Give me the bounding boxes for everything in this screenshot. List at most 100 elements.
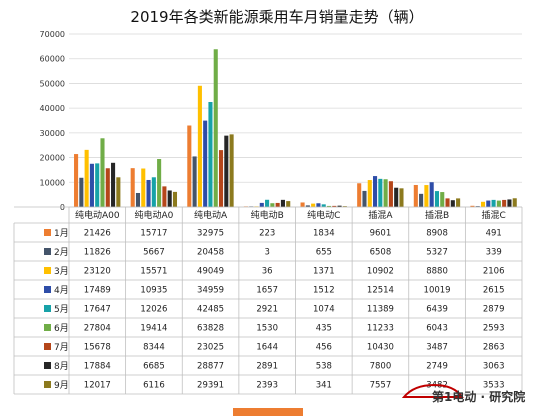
data-label: 341 [316,381,332,391]
data-label: 3063 [483,362,505,372]
data-label: 1530 [256,324,278,334]
legend-swatch [44,381,51,388]
x-tick-label: 纯电动A00 [75,209,120,221]
data-label: 10019 [424,286,451,296]
y-tick-label: 40000 [40,104,65,113]
bar [79,177,84,207]
data-label: 3 [264,248,269,258]
bar [445,198,450,207]
data-label: 12514 [367,286,394,296]
data-label: 17489 [84,286,111,296]
x-tick-label: 插混C [482,209,506,221]
bar [265,199,270,207]
data-label: 2921 [256,305,278,315]
data-label: 223 [259,229,275,239]
data-label: 1371 [313,267,335,277]
data-label: 1644 [256,343,278,353]
bar [100,138,105,207]
bar [162,186,167,207]
legend-swatch [44,229,51,236]
bar [192,156,197,207]
bar [357,183,362,207]
bar [280,199,285,207]
data-label: 7557 [370,381,392,391]
footer: 第1电动 · 研究院 [233,383,525,416]
chart-title: 2019年各类新能源乘用车月销量走势（辆） [130,8,423,26]
bar [388,181,393,207]
y-tick-label: 30000 [40,129,65,138]
data-label: 23025 [197,343,224,353]
bar [146,179,151,207]
bar [383,179,388,207]
data-label: 21426 [84,229,111,239]
bar [316,203,321,207]
bar [286,201,291,207]
bar [475,206,480,207]
bar [229,134,234,207]
data-label: 1834 [313,229,335,239]
bar [332,205,337,207]
bar [213,49,218,207]
data-label: 63828 [197,324,224,334]
legend-swatch [44,343,51,350]
data-label: 28877 [197,362,224,372]
bar [440,192,445,207]
data-label: 2863 [483,343,505,353]
bar [84,149,89,207]
data-label: 2749 [426,362,448,372]
bars [74,49,517,207]
data-label: 2106 [483,267,505,277]
legend-swatch [44,324,51,331]
legend-swatch [44,267,51,274]
data-label: 34959 [197,286,224,296]
data-label: 2593 [483,324,505,334]
legend-label: 4月 [54,285,69,296]
data-label: 20458 [197,248,224,258]
data-label: 27804 [84,324,111,334]
data-label: 15571 [140,267,167,277]
bar [424,185,429,207]
y-tick-label: 50000 [40,79,65,88]
grid [69,33,522,208]
data-label: 12026 [140,305,167,315]
data-label: 9601 [370,229,392,239]
bar [116,177,121,207]
legend-label: 5月 [54,304,69,315]
bar [224,135,229,207]
data-label: 6439 [426,305,448,315]
data-label: 6116 [143,381,165,391]
y-tick-label: 10000 [40,178,65,187]
bar [321,204,326,207]
data-label: 15678 [84,343,111,353]
data-label: 3487 [426,343,448,353]
data-label: 491 [486,229,502,239]
x-tick-label: 纯电动A [194,209,228,221]
bar [502,199,507,207]
data-label: 1074 [313,305,335,315]
x-tick-label: 纯电动B [251,209,284,221]
legend-label: 2月 [54,247,69,258]
bar [496,200,501,207]
logo: 第1电动 · 研究院 [401,383,525,404]
data-label: 32975 [197,229,224,239]
bar [362,190,367,207]
bar [218,150,224,207]
bar [89,163,94,207]
data-label: 2879 [483,305,505,315]
bar [259,202,264,207]
data-label: 1512 [313,286,335,296]
bar [157,159,162,207]
bar [507,199,512,207]
data-label: 3533 [483,381,505,391]
bar [399,188,404,207]
bar [512,198,517,207]
data-label: 8880 [426,267,448,277]
bar [208,102,213,207]
bar [491,199,496,207]
data-label: 29391 [197,381,224,391]
data-label: 10935 [140,286,167,296]
data-label: 538 [316,362,332,372]
bar [450,200,455,207]
bar [311,203,316,207]
data-label: 2615 [483,286,505,296]
